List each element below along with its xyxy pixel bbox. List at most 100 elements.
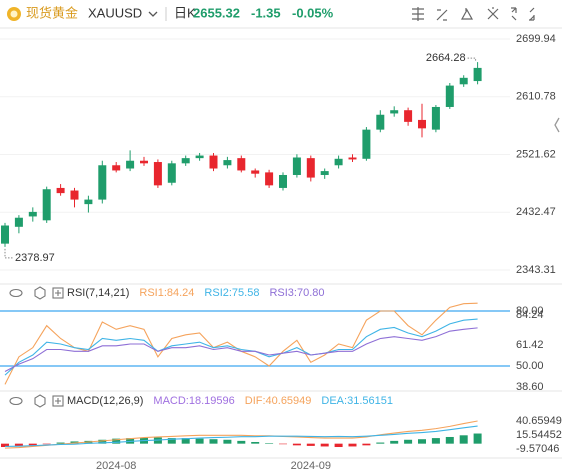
candle-body (251, 170, 260, 174)
candle-body (209, 155, 218, 169)
macd-bar (251, 441, 260, 444)
symbol-dropdown[interactable] (148, 11, 158, 17)
period[interactable]: 日K (174, 5, 196, 20)
macd-bar (237, 440, 246, 444)
tool-settings[interactable] (487, 7, 499, 20)
candle-body (292, 157, 301, 175)
macd-bar (265, 443, 274, 444)
macd-controls (9, 394, 64, 408)
macd-bar (306, 443, 315, 446)
legend-entry: RSI3:70.80 (269, 287, 324, 299)
rsi-visibility[interactable] (9, 288, 23, 298)
tool-measure[interactable] (436, 9, 448, 21)
candle-body (14, 217, 23, 227)
collapse-arrow[interactable] (554, 117, 560, 133)
indicator-line (4, 420, 478, 449)
macd-visibility[interactable] (9, 396, 23, 406)
y-tick-label: 2610.78 (516, 91, 556, 103)
macd-bar (153, 437, 162, 444)
candle-body (418, 119, 426, 129)
candle-body (320, 171, 329, 175)
tool-fullscreen[interactable] (511, 7, 535, 21)
x-tick-label: 2024-09 (291, 460, 331, 472)
macd-bar (459, 435, 468, 444)
high-label: 2664.28 (426, 52, 466, 64)
macd-bar (126, 438, 135, 444)
candle-body (348, 157, 357, 160)
macd-bar (112, 438, 121, 444)
candle-body (181, 158, 190, 164)
y-tick-label: 50.00 (516, 360, 544, 372)
y-tick-label: 40.65949 (516, 415, 562, 427)
macd-bar (56, 442, 65, 444)
candle-body (390, 110, 399, 114)
y-tick-label: 80.00 (516, 305, 544, 317)
macd-bar (376, 442, 385, 444)
macd-bar (334, 443, 343, 448)
macd-bar (279, 443, 287, 445)
y-tick-label: 38.60 (516, 381, 544, 393)
legend-entry: RSI2:75.58 (204, 287, 259, 299)
macd-bar (98, 439, 107, 444)
macd-bar (348, 443, 357, 447)
candle-body (195, 155, 204, 159)
macd-expand-plus (55, 398, 61, 404)
y-tick-label: 2343.31 (516, 264, 556, 276)
candle-body (473, 67, 482, 82)
tool-draw[interactable] (412, 7, 424, 21)
candle-body (84, 199, 93, 205)
candle-body (112, 165, 121, 171)
macd-bar (209, 439, 218, 444)
macd-bar (1, 443, 9, 448)
macd-bar (181, 438, 190, 444)
candle-body (445, 85, 454, 107)
candle-body (167, 163, 176, 183)
rsi-expand[interactable] (52, 287, 64, 299)
instrument-name[interactable]: 现货黄金 (26, 5, 78, 20)
indicator-line (4, 302, 478, 385)
candle-body (404, 110, 413, 122)
candle-body (98, 165, 107, 200)
macd-bar (167, 438, 176, 444)
rsi-expand-plus (55, 290, 61, 296)
macd-bar (404, 439, 413, 444)
candle-body (265, 172, 274, 186)
x-tick-label: 2024-08 (96, 460, 136, 472)
price-change-percent: -0.05% (292, 5, 334, 20)
low-marker (4, 248, 13, 259)
macd-bar (28, 443, 37, 446)
macd-expand[interactable] (52, 395, 64, 407)
candle-body (237, 158, 246, 171)
macd-bar (362, 443, 371, 446)
macd-bar (473, 433, 482, 444)
y-tick-label: 2432.47 (516, 206, 556, 218)
macd-bar (320, 443, 329, 447)
legend-entry: MACD:18.19596 (153, 395, 234, 407)
high-marker (467, 57, 477, 63)
last-value-label: 84.24 (516, 309, 544, 321)
macd-settings[interactable] (34, 394, 46, 408)
candle-body (28, 211, 37, 217)
candle-body (126, 160, 135, 169)
legend-entry: DIF:40.65949 (245, 395, 312, 407)
indicator-line (4, 327, 478, 372)
tool-indicator[interactable] (460, 8, 474, 20)
macd-bar (292, 443, 301, 446)
candle-body (140, 160, 148, 164)
macd-bar (14, 443, 23, 447)
rsi-title: RSI(7,14,21) (67, 287, 129, 299)
symbol[interactable]: XAUUSD (88, 5, 142, 20)
rsi-settings[interactable] (34, 286, 46, 300)
macd-bar (195, 438, 204, 444)
candle-body (56, 187, 65, 194)
candle-body (223, 160, 232, 166)
candle-body (153, 162, 162, 186)
candle-body (1, 225, 9, 244)
last-price: 2655.32 (193, 5, 240, 20)
toolbar (412, 7, 535, 21)
candle-body (334, 158, 343, 166)
candle-body (70, 190, 79, 200)
rsi-controls (9, 286, 64, 300)
